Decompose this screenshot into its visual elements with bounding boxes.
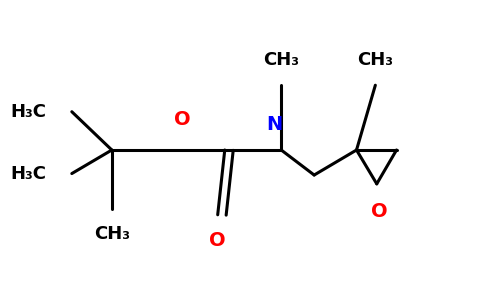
Text: O: O bbox=[210, 231, 226, 250]
Text: N: N bbox=[266, 115, 282, 134]
Text: CH₃: CH₃ bbox=[94, 225, 130, 243]
Text: CH₃: CH₃ bbox=[263, 51, 299, 69]
Text: O: O bbox=[174, 110, 191, 129]
Text: CH₃: CH₃ bbox=[357, 51, 393, 69]
Text: H₃C: H₃C bbox=[10, 103, 46, 121]
Text: O: O bbox=[371, 202, 387, 220]
Text: H₃C: H₃C bbox=[10, 165, 46, 183]
